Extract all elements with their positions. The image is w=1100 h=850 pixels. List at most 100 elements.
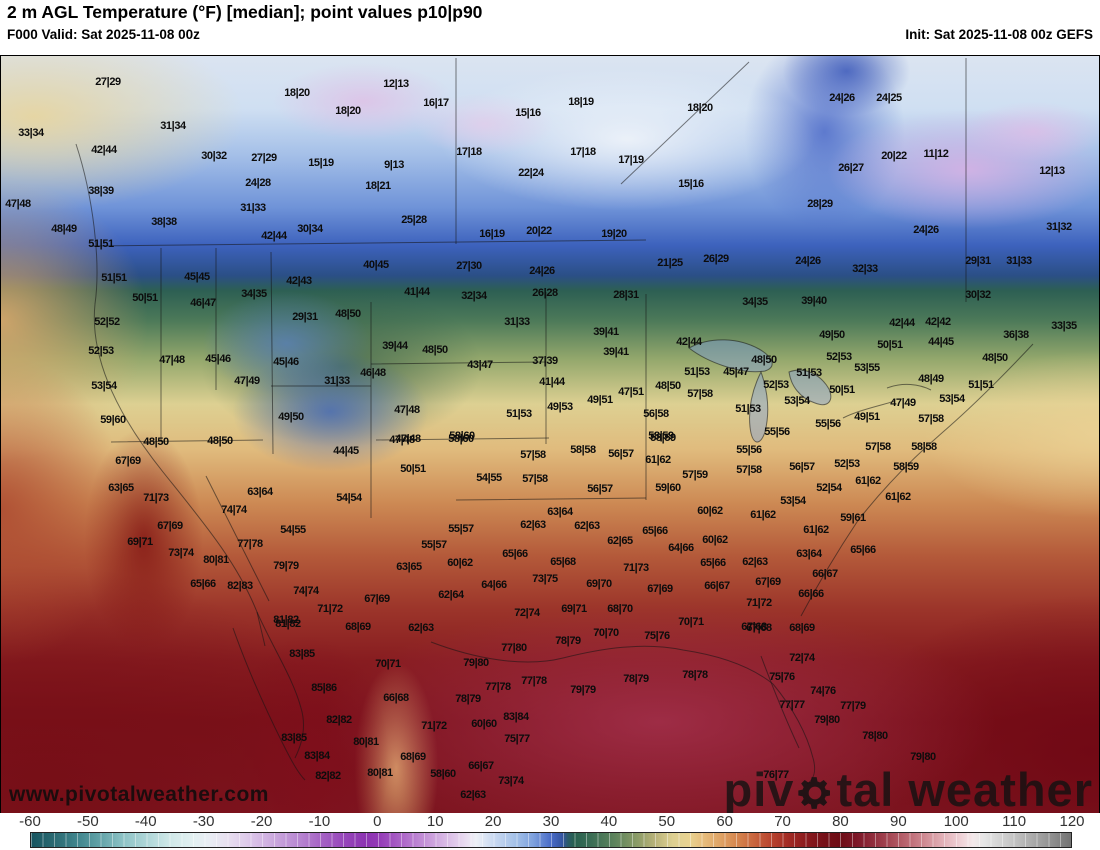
point-value: 32|34 <box>461 290 487 302</box>
point-value: 18|20 <box>284 87 310 99</box>
point-value: 48|49 <box>918 373 944 385</box>
point-value: 57|58 <box>520 449 546 461</box>
colorbar-tick-label: -60 <box>19 813 41 830</box>
point-value: 78|79 <box>623 673 649 685</box>
point-value: 82|82 <box>315 770 341 782</box>
point-value: 67|69 <box>364 593 390 605</box>
point-value: 75|76 <box>644 630 670 642</box>
point-value: 50|51 <box>400 463 426 475</box>
point-value: 20|22 <box>881 150 907 162</box>
point-value: 69|71 <box>561 603 587 615</box>
colorbar-tick-label: -30 <box>192 813 215 830</box>
point-value: 54|55 <box>280 524 306 536</box>
gear-icon <box>798 776 831 809</box>
point-value: 71|73 <box>623 562 649 574</box>
point-value: 17|19 <box>618 154 644 166</box>
point-value: 64|66 <box>668 542 694 554</box>
point-value: 61|62 <box>803 524 829 536</box>
colorbar-tick-label: 80 <box>832 813 849 830</box>
point-value: 45|46 <box>205 353 231 365</box>
point-value: 77|79 <box>840 700 866 712</box>
map-borders <box>75 58 1034 785</box>
point-value: 44|45 <box>333 445 359 457</box>
lake-ontario-outline <box>886 383 932 391</box>
colorbar: -60 -50 -40 -30 -20 -10 0 10 20 30 40 50 60 70 80 90 100… <box>0 813 1100 850</box>
point-value: 48|50 <box>751 354 777 366</box>
init-time: Init: Sat 2025-11-08 00z GEFS <box>905 27 1093 42</box>
point-value: 52|53 <box>763 379 789 391</box>
point-value: 80|81 <box>353 736 379 748</box>
point-value: 32|33 <box>852 263 878 275</box>
colorbar-tick-label: -40 <box>134 813 157 830</box>
point-value: 62|63 <box>408 622 434 634</box>
lake-huron <box>788 369 832 406</box>
colorbar-tick-label: 120 <box>1059 813 1085 830</box>
point-value: 56|57 <box>608 448 634 460</box>
point-value: 57|58 <box>522 473 548 485</box>
point-value: 58|58 <box>570 444 596 456</box>
point-value: 59|61 <box>840 512 866 524</box>
point-value: 58|58 <box>911 441 937 453</box>
point-value: 59|60 <box>655 482 681 494</box>
colorbar-tick-label: -50 <box>77 813 99 830</box>
point-value: 52|53 <box>88 345 114 357</box>
point-value: 31|33 <box>504 316 530 328</box>
point-value: 21|25 <box>657 257 683 269</box>
point-value: 26|28 <box>532 287 558 299</box>
point-value: 79|79 <box>570 684 596 696</box>
point-value: 57|58 <box>918 413 944 425</box>
point-value: 74|74 <box>293 585 319 597</box>
point-value: 61|62 <box>645 454 671 466</box>
watermark-url: www.pivotalweather.com <box>9 783 269 806</box>
point-value: 15|16 <box>515 107 541 119</box>
point-value: 76|77 <box>763 769 789 781</box>
point-value: 55|56 <box>736 444 762 456</box>
point-value: 78|79 <box>455 693 481 705</box>
point-value: 49|51 <box>854 411 880 423</box>
point-value: 83|84 <box>304 750 330 762</box>
point-value: 63|64 <box>247 486 273 498</box>
point-value: 72|74 <box>789 652 815 664</box>
point-value: 55|57 <box>448 523 474 535</box>
point-value: 68|69 <box>400 751 426 763</box>
point-value: 65|68 <box>550 556 576 568</box>
point-value: 57|58 <box>865 441 891 453</box>
west-coastline <box>75 143 266 647</box>
point-value: 68|70 <box>607 603 633 615</box>
point-value: 33|34 <box>18 127 44 139</box>
point-value: 58|60 <box>430 768 456 780</box>
state-border-8 <box>205 475 270 602</box>
point-value: 41|44 <box>404 286 430 298</box>
point-value: 26|29 <box>703 253 729 265</box>
map[interactable]: 27|29 18|20 18|20 33|34 31|34 42|44 30|32 27|29… <box>0 55 1100 814</box>
point-value: 39|44 <box>382 340 408 352</box>
point-value: 59|60 <box>100 414 126 426</box>
point-value: 83|84 <box>503 711 529 723</box>
point-value: 80|81 <box>367 767 393 779</box>
point-value: 24|26 <box>829 92 855 104</box>
point-value: 81|82 <box>275 618 301 630</box>
point-value: 79|79 <box>273 560 299 572</box>
point-value: 49|50 <box>278 411 304 423</box>
point-value: 63|65 <box>396 561 422 573</box>
point-value: 64|66 <box>481 579 507 591</box>
point-value: 51|53 <box>506 408 532 420</box>
point-value: 80|81 <box>203 554 229 566</box>
point-value: 52|53 <box>826 351 852 363</box>
point-value: 52|52 <box>94 316 120 328</box>
point-value: 50|51 <box>829 384 855 396</box>
point-value: 66|67 <box>468 760 494 772</box>
point-value: 48|50 <box>207 435 233 447</box>
point-value: 18|19 <box>568 96 594 108</box>
point-value: 47|51 <box>618 386 644 398</box>
point-value: 67|68 <box>741 621 767 633</box>
point-value: 15|16 <box>678 178 704 190</box>
point-value: 82|82 <box>326 714 352 726</box>
point-value: 77|78 <box>521 675 547 687</box>
point-value: 62|63 <box>520 519 546 531</box>
point-value: 55|56 <box>815 418 841 430</box>
point-value: 47|48 <box>159 354 185 366</box>
point-value: 75|77 <box>504 733 530 745</box>
point-value: 29|31 <box>965 255 991 267</box>
